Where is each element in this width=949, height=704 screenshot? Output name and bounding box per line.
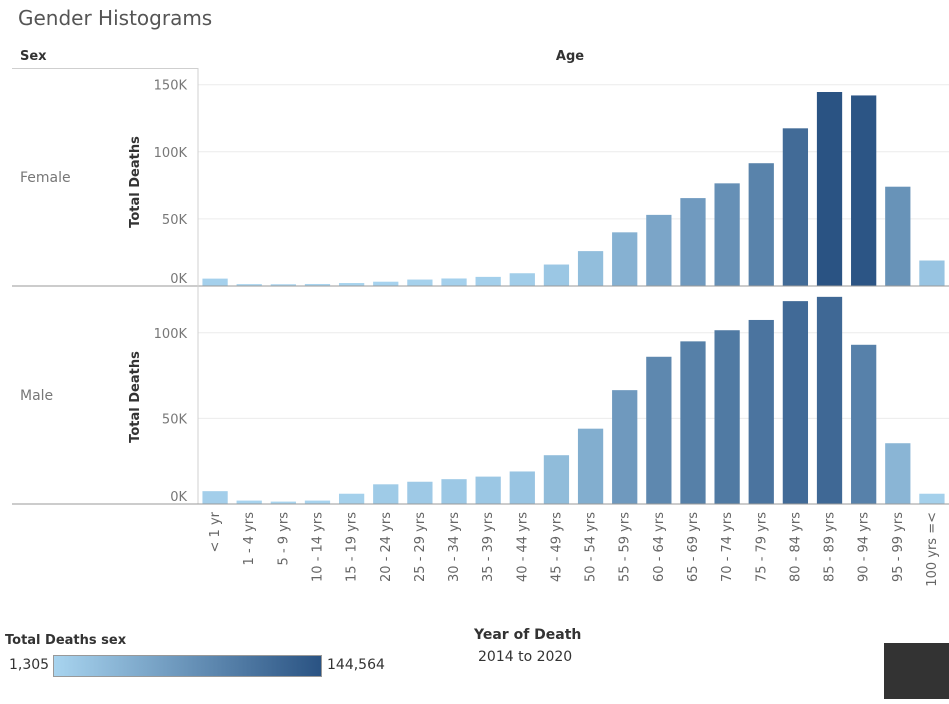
x-tick-label: 30 - 34 yrs (447, 512, 462, 582)
bar-male (373, 484, 399, 504)
x-tick-label: 70 - 74 yrs (720, 512, 735, 582)
age-column-header: Age (555, 49, 585, 64)
x-tick-label: 100 yrs =< (925, 512, 940, 587)
bar-male (646, 356, 672, 504)
bar-male (270, 501, 296, 504)
bar-female (851, 95, 877, 286)
bar-female (748, 163, 774, 286)
bar-female (373, 281, 399, 286)
bar-female (782, 128, 809, 286)
bar-female (714, 183, 740, 286)
filter-title: Year of Death (474, 627, 582, 643)
bar-male (885, 443, 911, 504)
x-tick-label: 20 - 24 yrs (379, 512, 394, 582)
bar-female (509, 273, 535, 286)
bar-female (612, 232, 638, 286)
bar-male (338, 493, 365, 504)
x-tick-label: 80 - 84 yrs (788, 512, 803, 582)
bar-male (577, 428, 604, 504)
bar-female (816, 92, 843, 286)
dark-panel (884, 643, 949, 699)
bar-female (270, 284, 296, 286)
bar-male (202, 491, 228, 504)
bar-female (202, 278, 228, 286)
y-axis-title: Total Deaths (128, 351, 143, 443)
header-divider (12, 68, 198, 69)
row-label-male: Male (20, 388, 54, 404)
bar-female (236, 284, 262, 286)
color-legend-gradient (53, 655, 322, 677)
histogram-chart: 0K 50K 100K 150K Total Deaths 0K 50K 100K Total … (12, 68, 949, 587)
row-label-female: Female (20, 170, 71, 186)
x-tick-label: 40 - 44 yrs (515, 512, 530, 582)
bar-female (577, 251, 604, 286)
bar-female (338, 283, 365, 286)
y-axis-title: Total Deaths (128, 136, 143, 228)
x-tick-label: 65 - 69 yrs (686, 512, 701, 582)
bar-female (646, 214, 672, 286)
y-tick-label: 100K (154, 327, 188, 342)
x-tick-label: 35 - 39 yrs (481, 512, 496, 582)
x-tick-label: 10 - 14 yrs (310, 512, 325, 582)
x-tick-label: 55 - 59 yrs (618, 512, 633, 582)
legend-title: Total Deaths sex (5, 633, 127, 648)
bar-male (851, 344, 877, 504)
y-tick-label: 150K (154, 79, 188, 94)
bar-female (543, 264, 570, 286)
x-tick-label: < 1 yr (208, 511, 223, 552)
x-tick-label: 1 - 4 yrs (242, 512, 257, 566)
y-tick-label: 0K (170, 490, 187, 505)
bar-female (441, 278, 467, 286)
x-tick-label: 90 - 94 yrs (857, 512, 872, 582)
x-tick-label: 95 - 99 yrs (891, 512, 906, 582)
bar-female (680, 198, 706, 286)
x-tick-label: 25 - 29 yrs (413, 512, 428, 582)
legend-min-label: 1,305 (9, 657, 50, 673)
x-tick-label: 75 - 79 yrs (754, 512, 769, 582)
bar-male (441, 479, 467, 504)
bar-male (714, 330, 740, 504)
bar-male (543, 455, 570, 504)
x-tick-label: 85 - 89 yrs (823, 512, 838, 582)
y-tick-label: 0K (170, 272, 187, 287)
x-tick-label: 5 - 9 yrs (276, 512, 291, 566)
bar-female (407, 279, 433, 286)
y-tick-label: 50K (162, 412, 188, 427)
x-tick-label: 45 - 49 yrs (549, 512, 564, 582)
bar-male (236, 500, 262, 504)
bar-male (748, 319, 774, 504)
x-tick-label: 60 - 64 yrs (652, 512, 667, 582)
y-tick-label: 50K (162, 213, 188, 228)
bar-female (475, 276, 501, 286)
bar-male (407, 481, 433, 504)
bar-male (304, 500, 331, 504)
bar-male (816, 296, 843, 504)
bar-male (680, 341, 706, 504)
dashboard-title: Gender Histograms (18, 6, 213, 30)
bar-male (782, 301, 809, 504)
bar-male (919, 493, 945, 504)
bar-female (919, 260, 945, 286)
x-tick-label: 50 - 54 yrs (584, 512, 599, 582)
bar-male (475, 476, 501, 504)
sex-column-header: Sex (20, 49, 47, 64)
bar-female (304, 283, 331, 286)
x-tick-label: 15 - 19 yrs (345, 512, 360, 582)
y-tick-label: 100K (154, 146, 188, 161)
bar-female (885, 186, 911, 286)
bar-male (509, 471, 535, 504)
legend-max-label: 144,564 (327, 657, 385, 673)
filter-value[interactable]: 2014 to 2020 (478, 649, 573, 665)
bar-male (612, 390, 638, 504)
